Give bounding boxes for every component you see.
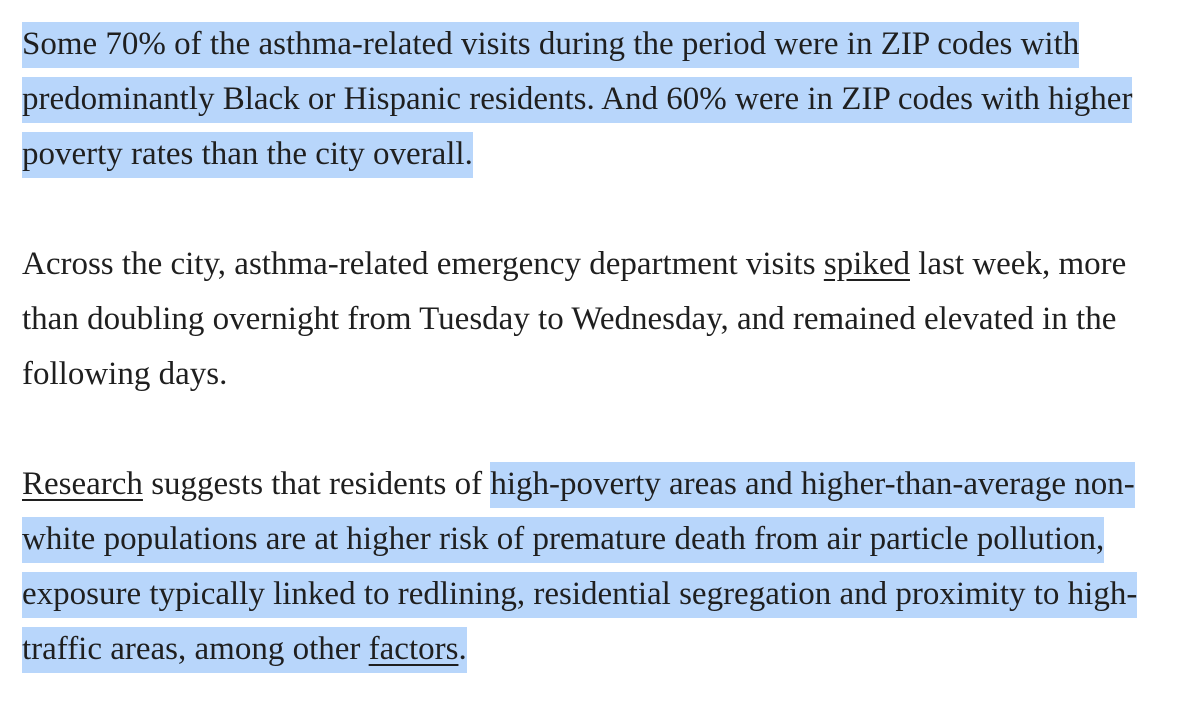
selected-text[interactable]: Some 70% of the asthma-related visits du… <box>22 22 1133 178</box>
period: . <box>458 631 467 667</box>
paragraph-text: suggests that residents of <box>142 466 491 502</box>
article-body: Some 70% of the asthma-related visits du… <box>22 17 1187 677</box>
research-link[interactable]: Research <box>22 466 143 502</box>
paragraph-asthma-visits: Some 70% of the asthma-related visits du… <box>22 17 1187 182</box>
spiked-link[interactable]: spiked <box>823 246 910 282</box>
selected-text-content: high-poverty areas and higher-than-avera… <box>22 466 1138 667</box>
paragraph-city-spike: Across the city, asthma-related emergenc… <box>22 237 1187 402</box>
factors-link[interactable]: factors <box>368 631 459 667</box>
paragraph-text: last week, more than doubling overnight … <box>22 246 1127 392</box>
paragraph-research: Research suggests that residents of high… <box>22 457 1187 677</box>
paragraph-text: Across the city, asthma-related emergenc… <box>22 246 824 282</box>
